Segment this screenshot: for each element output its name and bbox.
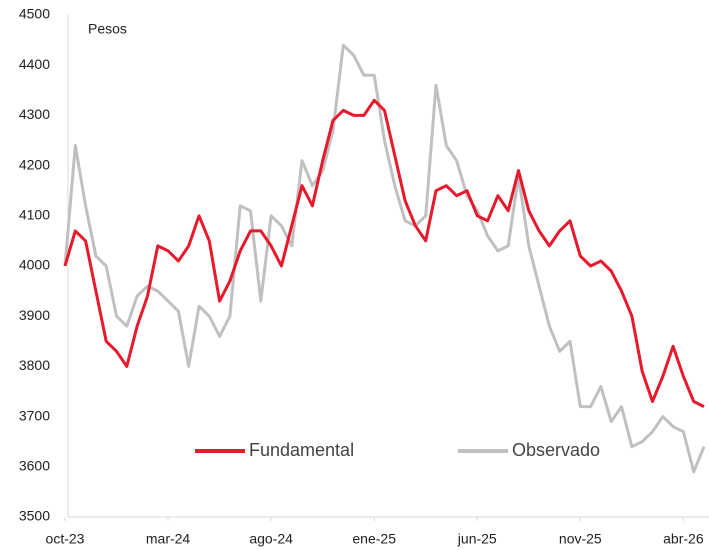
y-tick-label: 3600 [19, 458, 50, 474]
x-tick-label: oct-23 [46, 531, 85, 547]
y-tick-label: 3900 [19, 307, 50, 323]
x-tick-label: nov-25 [559, 531, 602, 547]
y-tick-label: 3700 [19, 407, 50, 423]
x-tick-label: mar-24 [146, 531, 191, 547]
y-tick-label: 3500 [19, 508, 50, 524]
y-tick-label: 3800 [19, 357, 50, 373]
y-tick-label: 4500 [19, 6, 50, 22]
y-tick-label: 4000 [19, 257, 50, 273]
series-line [63, 43, 706, 474]
legend-label: Observado [512, 440, 600, 460]
y-tick-label: 4300 [19, 106, 50, 122]
unit-annotation: Pesos [88, 21, 127, 37]
x-tick-label: abr-26 [663, 531, 704, 547]
x-tick-label: ene-25 [352, 531, 396, 547]
x-tick-label: ago-24 [249, 531, 293, 547]
x-tick-label: jun-25 [457, 531, 497, 547]
y-tick-label: 4200 [19, 156, 50, 172]
legend-label: Fundamental [249, 440, 354, 460]
y-tick-label: 4100 [19, 207, 50, 223]
series-line [63, 98, 705, 408]
y-tick-label: 4400 [19, 56, 50, 72]
